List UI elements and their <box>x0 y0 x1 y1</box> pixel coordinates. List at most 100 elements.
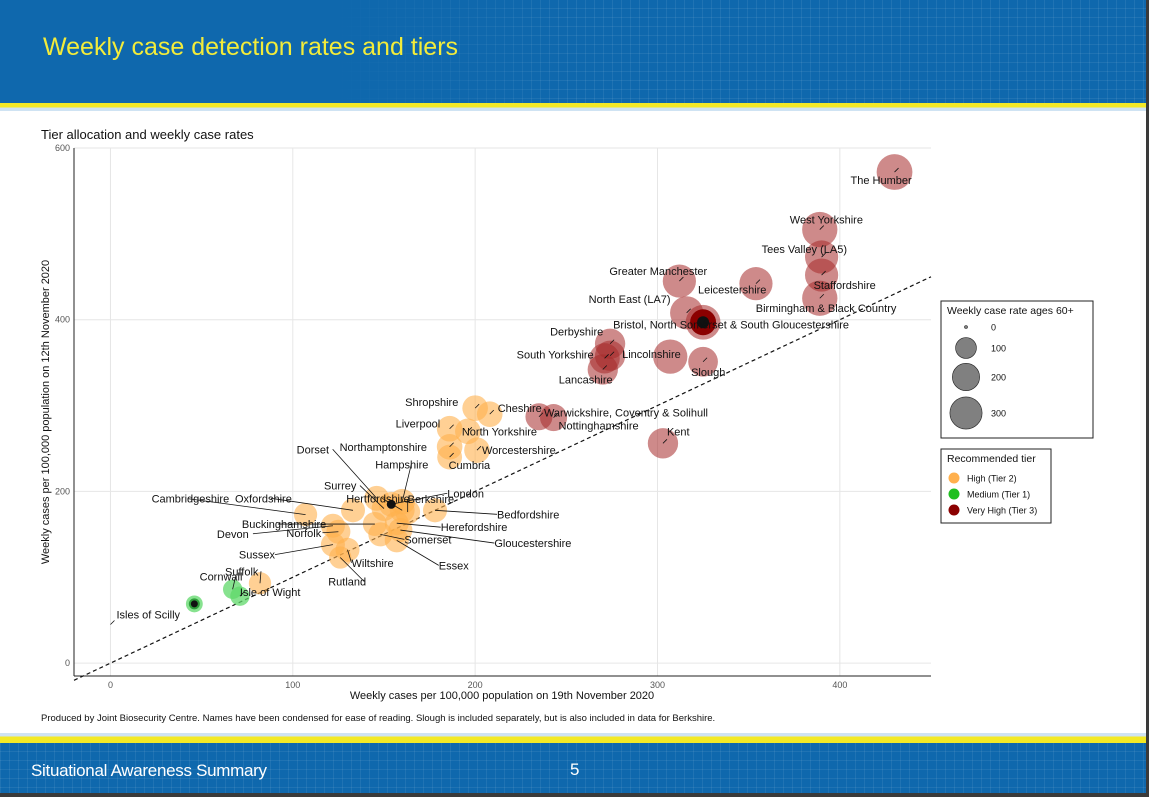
point-label: Lancashire <box>559 375 613 387</box>
y-tick-label: 0 <box>65 658 70 668</box>
reference-line <box>73 276 932 681</box>
point-label: South Yorkshire <box>517 349 594 361</box>
point-label: Sussex <box>239 550 276 562</box>
leader-line <box>401 464 412 502</box>
point-tick <box>609 351 615 357</box>
point-marker <box>653 339 688 374</box>
size-legend-label: 200 <box>991 373 1006 383</box>
size-legend-marker <box>955 337 977 359</box>
point-tick <box>819 293 825 299</box>
x-axis-label: Weekly cases per 100,000 population on 1… <box>350 690 654 702</box>
point-label: Somerset <box>404 534 451 546</box>
tier-legend-marker <box>948 504 960 516</box>
point-label: Gloucestershire <box>494 538 571 550</box>
tier-legend-marker <box>948 488 960 500</box>
point-label: Essex <box>439 560 469 572</box>
point-tick <box>489 409 495 415</box>
point-label: North Yorkshire <box>462 426 537 438</box>
point-label: Wiltshire <box>352 558 394 570</box>
point-label: Oxfordshire <box>235 493 292 505</box>
point-marker <box>340 498 366 523</box>
point-label: Berkshire <box>408 494 454 506</box>
point-label: Tees Valley (LA5) <box>762 244 847 256</box>
point-tick <box>476 445 482 451</box>
tier-legend-label: Very High (Tier 3) <box>967 506 1037 516</box>
x-tick-label: 200 <box>468 680 483 690</box>
point-label: Cambridgeshire <box>152 494 230 506</box>
point-label: Warwickshire, Coventry & Solihull <box>544 408 708 420</box>
point-label: Slough <box>691 367 725 379</box>
slide-title: Weekly case detection rates and tiers <box>43 33 459 61</box>
point-tick <box>662 439 668 444</box>
point-tick <box>604 354 609 359</box>
point-tick <box>538 412 544 418</box>
grid-lines <box>74 147 931 676</box>
point-label: Norfolk <box>286 528 321 540</box>
point-tick <box>679 276 684 282</box>
point-label: Bedfordshire <box>497 509 559 521</box>
chart-title: Tier allocation and weekly case rates <box>41 127 254 142</box>
point-tick <box>702 318 708 323</box>
point-tick <box>821 252 826 258</box>
point-label: North East (LA7) <box>589 294 671 306</box>
point-label: Staffordshire <box>814 280 876 292</box>
x-tick-label: 0 <box>108 680 113 690</box>
point-label: Dorset <box>297 444 329 456</box>
header-fade <box>0 0 560 103</box>
point-label: Hertfordshire <box>346 493 410 505</box>
leader-line <box>274 544 333 556</box>
point-labels: The Humber West Yorkshire Tees Valley (LA5… <box>116 175 912 621</box>
point-label: Cornwall <box>200 571 243 583</box>
leader-line <box>396 522 441 528</box>
leader-line <box>380 533 405 540</box>
point-tick <box>755 279 761 284</box>
point-tick <box>702 357 708 363</box>
point-label: London <box>447 488 484 500</box>
point-label: Greater Manchester <box>609 266 707 278</box>
size-legend-label: 0 <box>991 323 996 333</box>
size-legend-label: 100 <box>991 344 1006 354</box>
point-label: Shropshire <box>405 397 458 409</box>
point-tick <box>894 167 899 173</box>
leader-line <box>187 498 306 515</box>
x-tick-label: 300 <box>650 680 665 690</box>
size-legend-title: Weekly case rate ages 60+ <box>947 305 1074 317</box>
point-label: The Humber <box>851 175 912 187</box>
point-label: Cheshire <box>498 403 542 415</box>
point-label: Isle of Wight <box>240 587 301 599</box>
point-label: Worcestershire <box>482 445 556 457</box>
tier-legend-keys: High (Tier 2) Medium (Tier 1) Very High (T… <box>948 472 1037 516</box>
point-label: Lincolnshire <box>622 349 681 361</box>
leader-line <box>232 576 237 590</box>
slide-footer: Situational Awareness Summary 5 <box>0 743 1146 793</box>
leader-line <box>259 571 262 584</box>
leader-line <box>252 525 333 535</box>
point-label: Suffolk <box>225 566 259 578</box>
point-tick <box>609 339 615 345</box>
point-label: Nottinghamshire <box>559 421 639 433</box>
leader-line <box>339 557 365 582</box>
point-label: Derbyshire <box>550 327 603 339</box>
point-tick <box>474 403 480 409</box>
leader-line <box>347 549 352 563</box>
point-label: Birmingham & Black Country <box>756 303 897 315</box>
size-legend: Weekly case rate ages 60+ 0 100 200 300 <box>940 300 1094 439</box>
point-label: Rutland <box>328 577 366 589</box>
footer-title: Situational Awareness Summary <box>31 761 267 780</box>
point-label: Kent <box>667 426 690 438</box>
y-tick-label: 400 <box>55 315 70 325</box>
y-tick-label: 600 <box>55 143 70 153</box>
page-number: 5 <box>570 760 580 779</box>
point-label: Cumbria <box>449 460 491 472</box>
axis-ticks: 0 100 200 300 400 0 200 400 600 <box>55 143 847 690</box>
point-label: Surrey <box>324 481 357 493</box>
point-label: Hampshire <box>375 460 428 472</box>
point-tick <box>449 442 454 448</box>
x-tick-label: 400 <box>832 680 847 690</box>
point-tick <box>110 620 115 625</box>
leader-line <box>322 531 339 534</box>
point-label: Herefordshire <box>441 522 508 534</box>
point-label: Northamptonshire <box>340 442 427 454</box>
point-tick <box>819 225 825 230</box>
